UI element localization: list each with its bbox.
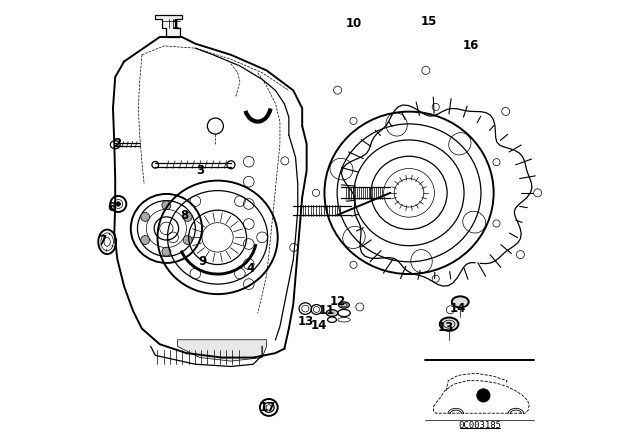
Ellipse shape [440, 318, 458, 331]
Text: 14: 14 [310, 319, 327, 332]
Circle shape [162, 247, 171, 256]
Ellipse shape [452, 296, 468, 307]
Text: 11: 11 [319, 304, 335, 317]
Ellipse shape [326, 310, 338, 316]
Circle shape [477, 389, 490, 402]
Text: 9: 9 [198, 255, 206, 268]
Polygon shape [177, 340, 267, 361]
Circle shape [183, 212, 192, 221]
Text: 17: 17 [259, 401, 276, 414]
Text: 1: 1 [172, 19, 179, 32]
Text: 3: 3 [196, 164, 204, 177]
Ellipse shape [339, 302, 349, 308]
Text: 0C003185: 0C003185 [458, 421, 501, 430]
Circle shape [183, 236, 192, 245]
Circle shape [141, 212, 150, 221]
Polygon shape [156, 15, 182, 37]
Text: 2: 2 [113, 138, 122, 151]
Text: 12: 12 [330, 295, 346, 308]
Text: 16: 16 [462, 39, 479, 52]
Text: 7: 7 [99, 234, 107, 247]
Text: 13: 13 [437, 321, 454, 334]
Text: 14: 14 [450, 302, 466, 315]
Text: 8: 8 [180, 209, 188, 222]
Text: 4: 4 [247, 262, 255, 275]
Circle shape [162, 201, 171, 210]
Text: 13: 13 [298, 315, 314, 328]
Text: 10: 10 [345, 17, 362, 30]
Text: 15: 15 [421, 15, 437, 28]
Text: 6: 6 [108, 201, 116, 214]
Circle shape [141, 236, 150, 245]
Circle shape [116, 202, 120, 206]
